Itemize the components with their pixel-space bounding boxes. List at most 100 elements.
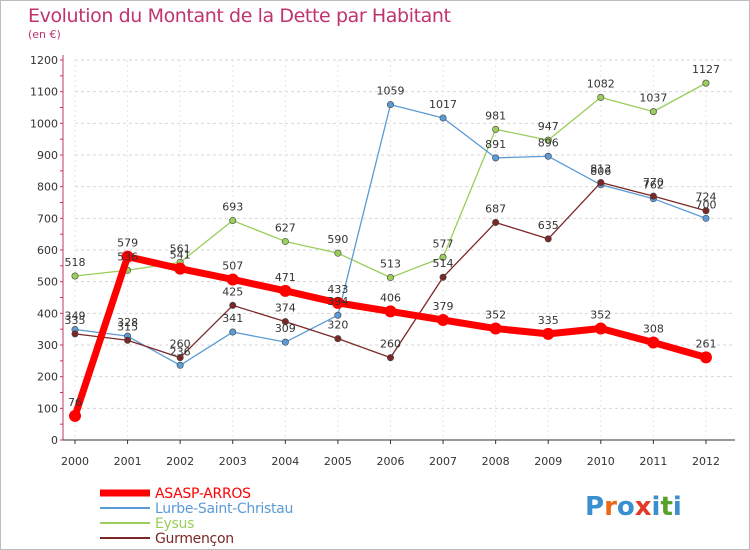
data-point — [437, 313, 450, 326]
data-label: 328 — [117, 316, 138, 329]
data-label: 762 — [643, 179, 664, 192]
x-tick-label: 2005 — [324, 455, 352, 468]
data-label: 981 — [485, 109, 506, 122]
y-tick-label: 800 — [37, 181, 58, 194]
data-label: 1082 — [587, 77, 615, 90]
x-tick-label: 2004 — [271, 455, 299, 468]
data-point — [334, 249, 342, 257]
data-point — [544, 136, 552, 144]
data-point — [124, 336, 132, 344]
data-label: 352 — [485, 309, 506, 322]
data-label: 806 — [590, 165, 611, 178]
data-label: 394 — [327, 295, 348, 308]
y-tick-label: 0 — [51, 434, 58, 447]
y-tick-label: 200 — [37, 371, 58, 384]
data-label: 341 — [222, 312, 243, 325]
data-label: 406 — [380, 291, 401, 304]
data-label: 260 — [380, 338, 401, 351]
y-tick-label: 1000 — [30, 117, 58, 130]
data-point — [702, 214, 710, 222]
data-point — [226, 273, 239, 286]
data-label: 236 — [170, 345, 191, 358]
y-tick-label: 700 — [37, 212, 58, 225]
data-point — [176, 354, 184, 362]
data-label: 352 — [590, 309, 611, 322]
data-point — [544, 152, 552, 160]
data-point — [386, 354, 394, 362]
data-point — [229, 328, 237, 336]
data-label: 260 — [170, 338, 191, 351]
chart-subtitle: (en €) — [28, 28, 61, 41]
x-tick-label: 2002 — [166, 455, 194, 468]
y-tick-label: 900 — [37, 149, 58, 162]
data-label: 425 — [222, 285, 243, 298]
data-point — [649, 192, 657, 200]
data-label: 947 — [538, 120, 559, 133]
data-point — [649, 108, 657, 116]
data-point — [384, 305, 397, 318]
data-point — [594, 322, 607, 335]
data-label: 315 — [117, 320, 138, 333]
data-label: 693 — [222, 201, 243, 214]
data-label: 1017 — [429, 98, 457, 111]
data-point — [121, 250, 134, 263]
legend-label: Lurbe-Saint-Christau — [155, 501, 293, 517]
data-point — [702, 79, 710, 87]
data-label: 308 — [643, 322, 664, 335]
data-point — [439, 253, 447, 261]
data-label: 76 — [68, 396, 82, 409]
data-label: 635 — [538, 219, 559, 232]
data-point — [71, 330, 79, 338]
data-label: 770 — [643, 176, 664, 189]
data-point — [334, 311, 342, 319]
data-point — [69, 409, 81, 422]
data-point — [597, 93, 605, 101]
data-point — [492, 154, 500, 162]
x-tick-label: 2007 — [429, 455, 457, 468]
data-point — [281, 338, 289, 346]
data-label: 536 — [117, 250, 138, 263]
x-tick-label: 2000 — [61, 455, 89, 468]
data-point — [439, 273, 447, 281]
x-tick-label: 2011 — [639, 455, 667, 468]
data-label: 813 — [590, 163, 611, 176]
x-tick-label: 2008 — [482, 455, 510, 468]
data-point — [229, 217, 237, 225]
data-label: 507 — [222, 259, 243, 272]
x-tick-label: 2012 — [692, 455, 720, 468]
data-label: 891 — [485, 138, 506, 151]
data-point — [597, 179, 605, 187]
data-point — [176, 361, 184, 369]
data-point — [281, 237, 289, 245]
data-point — [542, 327, 555, 340]
x-tick-label: 2001 — [114, 455, 142, 468]
y-tick-label: 300 — [37, 339, 58, 352]
data-label: 561 — [170, 242, 191, 255]
y-tick-label: 100 — [37, 402, 58, 415]
data-point — [229, 301, 237, 309]
data-point — [492, 125, 500, 133]
data-point — [489, 322, 502, 335]
proxiti-logo: Proxiti — [585, 492, 682, 522]
data-label: 1059 — [376, 85, 404, 98]
data-label: 320 — [327, 319, 348, 332]
data-point — [699, 351, 712, 364]
data-label: 513 — [380, 258, 401, 271]
y-tick-label: 500 — [37, 276, 58, 289]
data-label: 687 — [485, 202, 506, 215]
data-label: 590 — [327, 233, 348, 246]
data-point — [174, 262, 187, 275]
y-tick-label: 1200 — [30, 54, 58, 67]
data-label: 309 — [275, 322, 296, 335]
data-label: 579 — [117, 237, 138, 250]
data-label: 261 — [695, 337, 716, 350]
legend-label: Gurmençon — [155, 531, 234, 547]
data-point — [492, 218, 500, 226]
data-point — [334, 335, 342, 343]
x-tick-label: 2006 — [376, 455, 404, 468]
chart-title: Evolution du Montant de la Dette par Hab… — [28, 5, 451, 27]
data-label: 379 — [433, 300, 454, 313]
x-tick-label: 2009 — [534, 455, 562, 468]
data-point — [439, 114, 447, 122]
data-label: 349 — [65, 309, 86, 322]
